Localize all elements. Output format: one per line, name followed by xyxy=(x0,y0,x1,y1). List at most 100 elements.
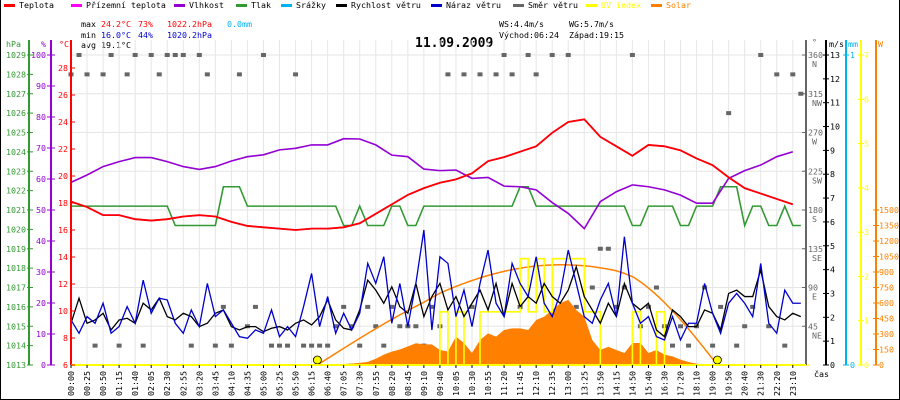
direction-tick-label: 45 xyxy=(808,321,818,331)
x-tick-label: 20:40 xyxy=(740,371,750,396)
wind-direction-point xyxy=(469,304,475,309)
x-tick-label: 03:20 xyxy=(194,371,204,396)
humidity-tick-label: 40 xyxy=(36,236,46,246)
x-tick-label: 23:10 xyxy=(788,371,798,396)
solar-tick-label: 1200 xyxy=(879,236,899,246)
x-tick-label: 06:15 xyxy=(307,371,317,396)
x-tick-label: 14:50 xyxy=(627,371,637,396)
wind-direction-point xyxy=(565,53,571,57)
wind-direction-point xyxy=(365,304,371,309)
pressure-tick-label: 1022 xyxy=(6,186,26,196)
temperature-tick-label: 8 xyxy=(63,333,68,343)
wind-direction-point xyxy=(645,304,651,309)
wind-direction-point xyxy=(445,72,451,77)
legend-swatch xyxy=(4,4,15,7)
solar-tick-label: 750 xyxy=(879,283,894,293)
wind-direction-point xyxy=(477,72,483,77)
pressure-tick-label: 1020 xyxy=(6,224,26,234)
wind-direction-point xyxy=(260,53,266,57)
direction-compass-label: W xyxy=(812,137,817,147)
wind-direction-point xyxy=(429,304,435,309)
wind-direction-point xyxy=(750,304,756,309)
x-tick-label: 19:50 xyxy=(724,371,734,396)
direction-tick-label: 315 xyxy=(808,89,823,99)
x-tick-label: 03:45 xyxy=(210,371,220,396)
x-tick-label: 09:40 xyxy=(435,371,445,396)
temperature-tick-label: 20 xyxy=(58,171,68,181)
wind-direction-point xyxy=(493,72,499,77)
legend-label: Směr větru xyxy=(528,0,578,10)
uv-tick-label: 6 xyxy=(864,94,869,104)
x-tick-label: 10:55 xyxy=(483,371,493,396)
direction-tick-label: 270 xyxy=(808,128,823,138)
direction-compass-label: NE xyxy=(812,330,822,340)
pressure-tick-label: 1017 xyxy=(6,283,26,293)
sunrise-marker xyxy=(312,355,322,365)
wind-gust-summary: WG:5.7m/s xyxy=(569,19,614,29)
humidity-tick-label: 80 xyxy=(36,112,46,122)
wind-speed-summary: WS:4.4m/s xyxy=(499,19,544,29)
stats-min-pressure: 1020.2hPa xyxy=(167,30,212,40)
wind-direction-point xyxy=(100,72,106,77)
direction-compass-label: N xyxy=(812,59,817,69)
wind-direction-point xyxy=(220,304,226,309)
wind-direction-point xyxy=(710,343,716,348)
pressure-tick-label: 1025 xyxy=(6,128,26,138)
pressure-tick-label: 1013 xyxy=(6,360,26,370)
x-tick-label: 02:05 xyxy=(146,371,156,396)
wind-direction-point xyxy=(621,285,627,290)
wind-direction-point xyxy=(108,53,114,57)
wind-direction-point xyxy=(293,72,299,77)
temperature-axis-unit: °C xyxy=(59,39,69,49)
direction-tick-label: 225 xyxy=(808,166,823,176)
x-tick-label: 11:20 xyxy=(499,371,509,396)
humidity-tick-label: 10 xyxy=(36,329,46,339)
pressure-tick-label: 1027 xyxy=(6,89,26,99)
x-tick-label: 10:30 xyxy=(467,371,477,396)
wind-direction-point xyxy=(156,72,162,77)
direction-tick-label: 180 xyxy=(808,205,823,215)
wind-tick-label: 7 xyxy=(830,193,835,203)
legend-swatch xyxy=(586,4,597,7)
wind-direction-point xyxy=(589,285,595,290)
wind-tick-label: 0 xyxy=(830,360,835,370)
x-tick-label: 15:40 xyxy=(643,371,653,396)
humidity-tick-label: 90 xyxy=(36,81,46,91)
uv-tick-label: 0 xyxy=(864,360,869,370)
wind-direction-point xyxy=(341,304,347,309)
pressure-tick-label: 1019 xyxy=(6,244,26,254)
x-tick-label: 22:20 xyxy=(772,371,782,396)
wind-direction-point xyxy=(597,246,603,251)
humidity-tick-label: 20 xyxy=(36,298,46,308)
wind-direction-point xyxy=(309,343,315,348)
solar-tick-label: 300 xyxy=(879,329,894,339)
solar-tick-label: 150 xyxy=(879,345,894,355)
wind-direction-point xyxy=(533,72,539,77)
wind-direction-point xyxy=(373,324,379,329)
wind-direction-point xyxy=(613,304,619,309)
rain-tick-label: 1 xyxy=(850,50,855,60)
legend-swatch xyxy=(336,4,347,7)
pressure-tick-label: 1016 xyxy=(6,302,26,312)
x-tick-label: 13:25 xyxy=(579,371,589,396)
solar-tick-label: 900 xyxy=(879,267,894,277)
pressure-axis-unit: hPa xyxy=(6,39,21,49)
pressure-tick-label: 1023 xyxy=(6,166,26,176)
stats-avg-temp: 19.1°C xyxy=(101,40,131,50)
pressure-tick-label: 1029 xyxy=(6,50,26,60)
temperature-tick-label: 22 xyxy=(58,144,68,154)
pressure-tick-label: 1014 xyxy=(6,341,26,351)
wind-direction-point xyxy=(277,343,283,348)
x-tick-label: 00:25 xyxy=(82,371,92,396)
wind-direction-point xyxy=(212,343,218,348)
stats-max-temp: 24.2°C xyxy=(101,19,131,29)
solar-tick-label: 450 xyxy=(879,314,894,324)
temperature-tick-label: 24 xyxy=(58,117,68,127)
legend-label: Solar xyxy=(666,0,691,10)
stats-min-temp: 16.0°C xyxy=(101,30,131,40)
wind-direction-point xyxy=(501,53,507,57)
x-tick-label: 00:50 xyxy=(98,371,108,396)
wind-direction-point xyxy=(84,72,90,77)
temperature-tick-label: 14 xyxy=(58,252,68,262)
